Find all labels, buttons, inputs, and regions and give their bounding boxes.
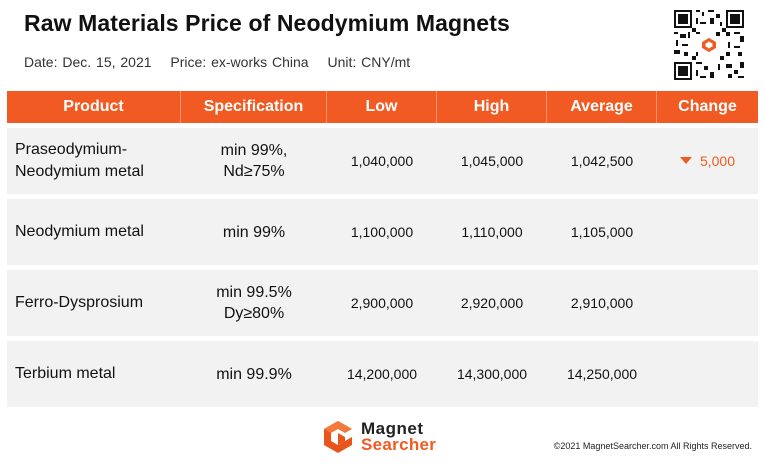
page-title: Raw Materials Price of Neodymium Magnets bbox=[24, 10, 510, 36]
change-value: 5,000 bbox=[699, 152, 736, 169]
cell-change bbox=[657, 270, 758, 336]
table-row: Terbium metal min 99.9% 14,200,000 14,30… bbox=[7, 341, 758, 407]
column-header-average: Average bbox=[547, 91, 657, 123]
column-header-product: Product bbox=[7, 91, 181, 123]
table-row: Praseodymium- Neodymium metal min 99%, N… bbox=[7, 128, 758, 194]
unit-text: Unit: CNY/mt bbox=[327, 54, 411, 70]
magnet-searcher-logo-icon bbox=[324, 421, 352, 453]
column-header-high: High bbox=[437, 91, 547, 123]
column-header-specification: Specification bbox=[181, 91, 327, 123]
column-header-low: Low bbox=[327, 91, 437, 123]
table-row: Neodymium metal min 99% 1,100,000 1,110,… bbox=[7, 199, 758, 265]
cell-product: Neodymium metal bbox=[15, 223, 144, 240]
cell-change: 5,000 bbox=[657, 128, 758, 194]
price-table: Product Specification Low High Average C… bbox=[7, 91, 758, 407]
cell-high: 2,920,000 bbox=[460, 294, 524, 311]
cell-average: 1,042,500 bbox=[570, 152, 634, 169]
cell-average: 1,105,000 bbox=[570, 223, 634, 240]
cell-low: 14,200,000 bbox=[346, 365, 418, 382]
cell-product: Praseodymium- Neodymium metal bbox=[15, 141, 144, 180]
cell-spec: min 99%, Nd≥75% bbox=[220, 142, 288, 180]
cell-change bbox=[657, 341, 758, 407]
date-text: Date: Dec. 15, 2021 bbox=[24, 54, 152, 70]
cell-high: 14,300,000 bbox=[456, 365, 528, 382]
cell-low: 1,040,000 bbox=[350, 152, 414, 169]
cell-low: 2,900,000 bbox=[350, 294, 414, 311]
cell-average: 14,250,000 bbox=[566, 365, 638, 382]
logo-text-searcher: Searcher bbox=[361, 435, 437, 454]
cell-high: 1,110,000 bbox=[461, 223, 523, 240]
cell-spec: min 99.5% Dy≥80% bbox=[216, 284, 292, 322]
cell-product: Terbium metal bbox=[15, 365, 116, 382]
cell-product: Ferro-Dysprosium bbox=[15, 294, 144, 311]
cell-change bbox=[657, 199, 758, 265]
qr-code-icon[interactable] bbox=[672, 8, 746, 82]
cell-spec: min 99.9% bbox=[216, 365, 292, 383]
cell-low: 1,100,000 bbox=[350, 223, 414, 240]
cell-spec: min 99% bbox=[222, 223, 286, 241]
price-basis-text: Price: ex-works China bbox=[170, 54, 309, 70]
triangle-down-icon bbox=[679, 156, 692, 164]
table-row: Ferro-Dysprosium min 99.5% Dy≥80% 2,900,… bbox=[7, 270, 758, 336]
logo-text-magnet: Magnet bbox=[361, 419, 424, 438]
brand-logo[interactable]: Magnet Searcher bbox=[322, 420, 436, 454]
cell-high: 1,045,000 bbox=[460, 152, 524, 169]
column-header-change: Change bbox=[678, 98, 737, 115]
subtitle: Date: Dec. 15, 2021 Price: ex-works Chin… bbox=[24, 54, 424, 70]
table-header: Product Specification Low High Average C… bbox=[7, 91, 758, 123]
cell-average: 2,910,000 bbox=[570, 294, 634, 311]
copyright-text: ©2021 MagnetSearcher.com All Rights Rese… bbox=[553, 441, 752, 451]
